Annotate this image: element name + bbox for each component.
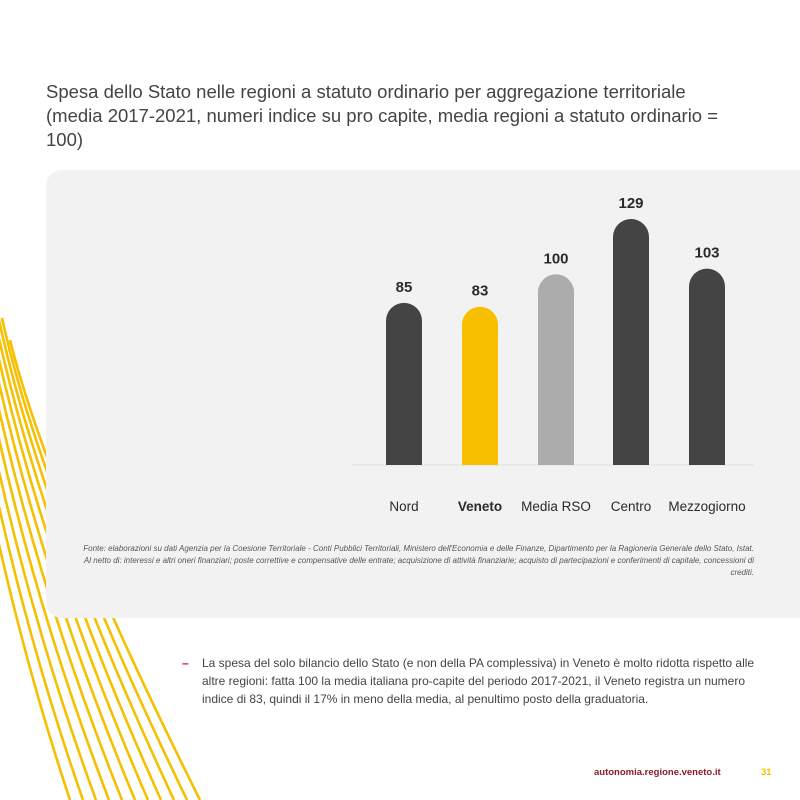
page-number: 31 bbox=[761, 767, 772, 778]
source-note: Fonte: elaborazioni su dati Agenzia per … bbox=[74, 543, 754, 579]
category-label: Mezzogiorno bbox=[668, 499, 745, 514]
bar-mezzogiorno bbox=[689, 268, 725, 465]
category-label: Veneto bbox=[458, 499, 502, 514]
category-label: Centro bbox=[611, 499, 652, 514]
bar-veneto bbox=[462, 306, 498, 465]
category-label: Nord bbox=[389, 499, 418, 514]
chart-title: Spesa dello Stato nelle regioni a statut… bbox=[46, 81, 719, 150]
bar-nord bbox=[386, 302, 422, 465]
footer-url-link[interactable]: autonomia.regione.veneto.it bbox=[594, 767, 721, 778]
decorative-line bbox=[0, 408, 124, 800]
decorative-line bbox=[0, 357, 150, 800]
decorative-line bbox=[0, 505, 85, 800]
decorative-line bbox=[0, 470, 98, 800]
bar-value-label: 129 bbox=[618, 195, 643, 212]
bar-value-label: 100 bbox=[543, 250, 568, 267]
bullet-marker: – bbox=[182, 656, 189, 670]
decorative-line bbox=[0, 543, 72, 800]
bullet-text: La spesa del solo bilancio dello Stato (… bbox=[202, 656, 755, 706]
bar-value-label: 85 bbox=[396, 279, 413, 296]
bar-centro bbox=[613, 219, 649, 465]
bar-value-label: 103 bbox=[694, 245, 719, 262]
bullet-paragraph: – La spesa del solo bilancio dello Stato… bbox=[182, 654, 762, 708]
bar-media-rso bbox=[538, 274, 574, 465]
category-label: Media RSO bbox=[521, 499, 591, 514]
bar-value-label: 83 bbox=[472, 283, 489, 300]
source-line-2: Al netto di: interessi e altri oneri fin… bbox=[83, 556, 754, 577]
decorative-line bbox=[0, 437, 111, 800]
source-line-1: Fonte: elaborazioni su dati Agenzia per … bbox=[83, 544, 754, 553]
chart-panel: 85 Nord 83 Veneto 100 Media RSO 129 Centro 103 Me… bbox=[46, 170, 800, 618]
decorative-line bbox=[0, 381, 137, 800]
bar-chart: 85 Nord 83 Veneto 100 Media RSO 129 Centro 103 Me… bbox=[352, 195, 754, 514]
